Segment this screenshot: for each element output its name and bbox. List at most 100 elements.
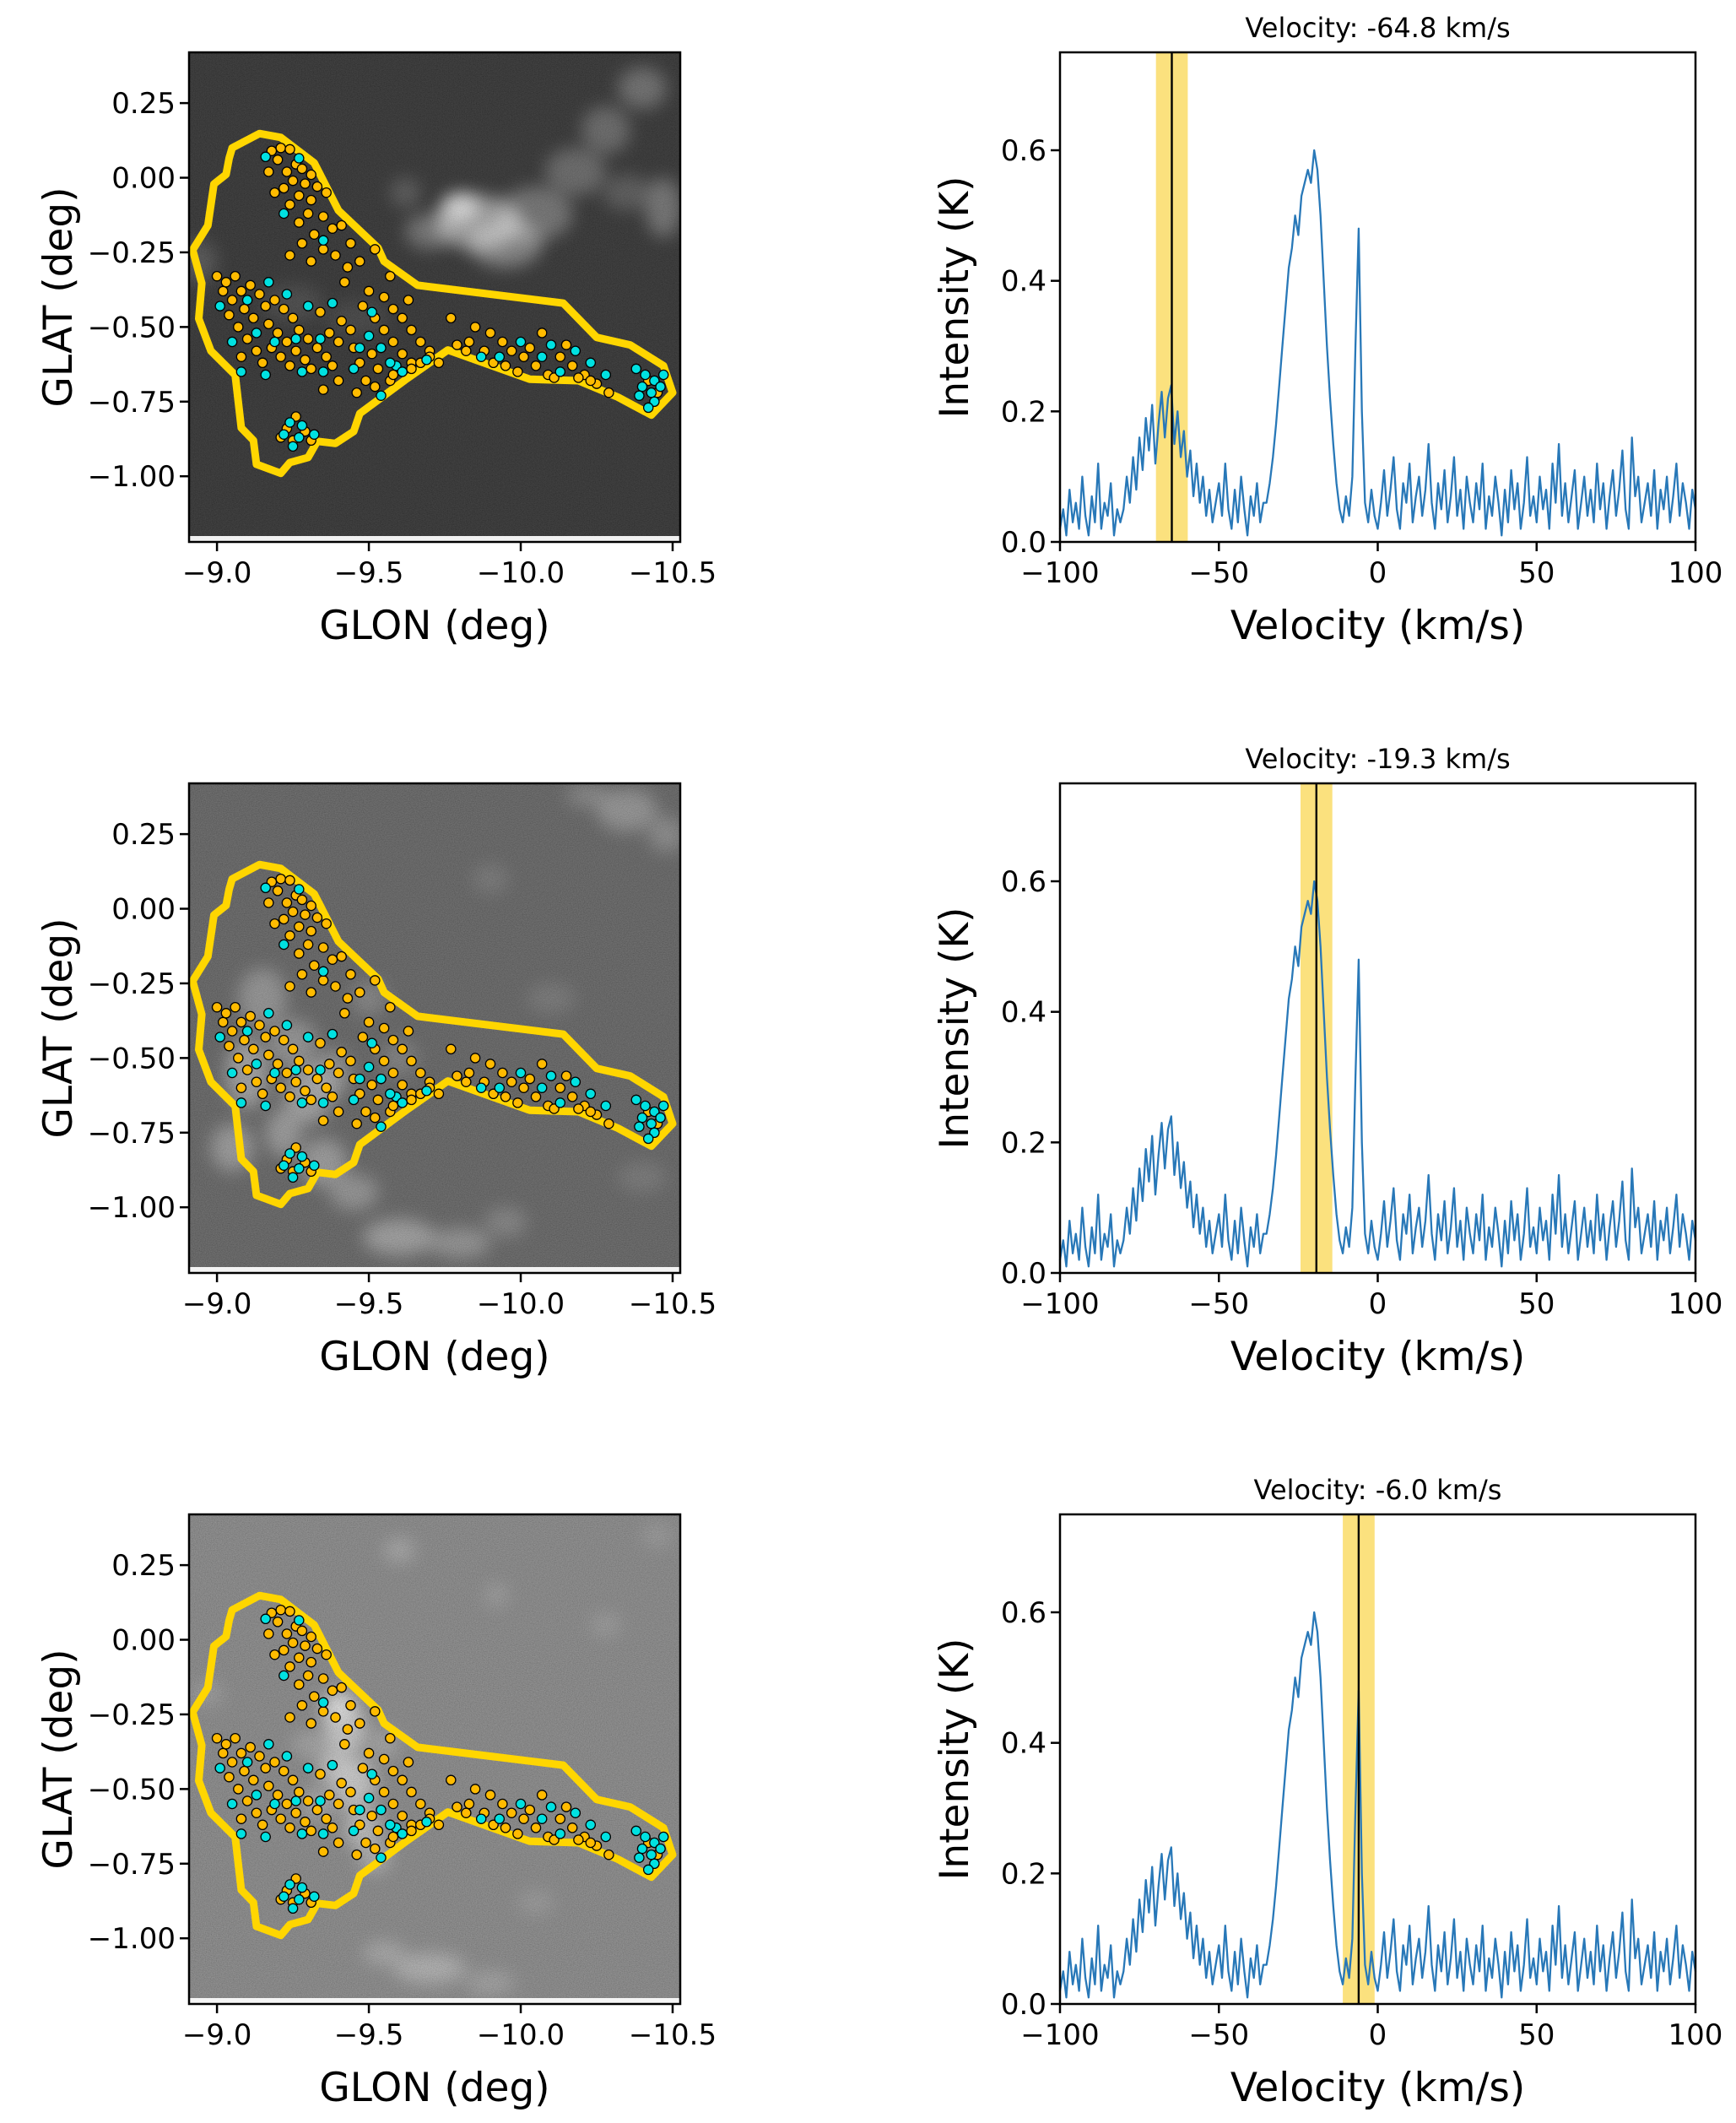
source-dot-orange (317, 1115, 329, 1126)
y-tick-label: −0.75 (88, 386, 176, 420)
source-dot-orange (403, 1026, 414, 1037)
source-dot-cyan (515, 336, 527, 348)
source-dot-cyan (570, 1076, 581, 1087)
source-dot-orange (235, 351, 247, 362)
source-dot-orange (342, 1724, 354, 1735)
source-dot-cyan (284, 1148, 295, 1159)
region-polygon (188, 860, 677, 1209)
source-dot-cyan (421, 355, 432, 366)
x-tick-label: 50 (1518, 556, 1555, 590)
source-dot-cyan (376, 1121, 387, 1132)
scatter-series-sources-orange (211, 1604, 663, 1909)
source-dot-orange (327, 954, 338, 965)
source-dot-orange (333, 1837, 344, 1849)
source-dot-orange (306, 1825, 316, 1837)
source-dot-cyan (570, 345, 581, 356)
source-dot-orange (275, 142, 286, 154)
source-dot-cyan (642, 1133, 654, 1145)
spectrum-y-axis-label: Intensity (K) (932, 1638, 978, 1880)
source-dot-orange (287, 1043, 299, 1055)
source-dot-orange (524, 342, 536, 354)
source-dot-orange (452, 339, 462, 350)
spectrum-title: Velocity: -64.8 km/s (1245, 12, 1510, 44)
source-dot-orange (317, 244, 329, 255)
source-dot-orange (506, 345, 517, 356)
source-dot-orange (294, 1055, 305, 1067)
source-dot-cyan (315, 333, 326, 344)
source-dot-orange (296, 1700, 308, 1711)
source-dot-orange (317, 211, 329, 222)
source-dot-orange (385, 1001, 396, 1013)
source-dot-orange (433, 1819, 445, 1831)
x-tick-label: −100 (1020, 556, 1099, 590)
map-panel-row1: −9.0 −9.5 −10.0 −10.5 0.25 0.00 −0.25 −0.50 −0.7… (35, 51, 717, 649)
source-dot-cyan (646, 1849, 657, 1860)
source-dot-orange (461, 1807, 472, 1818)
source-dot-orange (284, 1712, 295, 1723)
spectrum-panel-row2: −100 −50 0 50 100 0.0 0.2 0.4 0.6 Velocity (km/s)… (932, 743, 1722, 1380)
x-tick-label: 50 (1518, 2018, 1555, 2052)
source-dot-cyan (235, 1828, 247, 1839)
source-dot-cyan (655, 1112, 666, 1124)
source-dot-orange (339, 1008, 350, 1019)
spectrum-panel-row3: −100 −50 0 50 100 0.0 0.2 0.4 0.6 Velocity (km/s)… (932, 1474, 1722, 2111)
source-dot-cyan (281, 289, 293, 300)
source-dot-cyan (600, 1100, 612, 1112)
source-dot-orange (306, 194, 316, 206)
source-dot-orange (345, 969, 356, 980)
source-dot-orange (287, 1774, 299, 1786)
source-dot-orange (226, 295, 238, 306)
source-dot-orange (263, 166, 274, 177)
source-dot-orange (254, 1751, 265, 1762)
source-dot-orange (500, 360, 511, 371)
source-dot-orange (300, 1640, 311, 1651)
source-dot-cyan (366, 1768, 377, 1779)
source-dot-orange (351, 1849, 362, 1860)
y-tick-label: 0.4 (1001, 996, 1046, 1030)
source-dot-cyan (263, 277, 274, 288)
source-dot-cyan (385, 1819, 396, 1831)
source-dot-orange (284, 199, 295, 210)
source-dot-cyan (302, 301, 314, 311)
source-dot-orange (226, 1757, 238, 1768)
source-dot-cyan (642, 402, 654, 414)
source-dot-cyan (585, 357, 597, 369)
source-dot-orange (554, 351, 566, 362)
source-dot-cyan (494, 1082, 506, 1093)
source-dot-orange (370, 975, 381, 986)
source-dot-orange (218, 285, 229, 297)
source-dot-cyan (241, 295, 253, 306)
source-dot-cyan (475, 1813, 487, 1824)
source-dot-orange (233, 322, 244, 333)
source-dot-cyan (287, 1903, 299, 1914)
source-dot-orange (497, 1798, 508, 1810)
source-dot-orange (336, 316, 347, 327)
source-dot-orange (306, 256, 316, 267)
source-dot-orange (269, 295, 280, 306)
source-dot-orange (284, 1822, 295, 1833)
source-dot-cyan (376, 1804, 387, 1816)
source-dot-orange (248, 1774, 259, 1786)
source-dot-orange (603, 1118, 614, 1129)
map-panel-row3: −9.0 −9.5 −10.0 −10.5 0.25 0.00 −0.25 −0.50 −0.7… (35, 1513, 717, 2111)
source-dot-cyan (376, 1852, 387, 1863)
source-dot-cyan (260, 1100, 271, 1112)
source-dot-orange (406, 324, 417, 336)
source-dot-orange (311, 1073, 323, 1085)
source-dot-cyan (279, 939, 289, 950)
source-dot-orange (235, 1813, 247, 1824)
source-dot-orange (300, 909, 311, 920)
source-dot-cyan (317, 966, 329, 978)
source-dot-cyan (251, 1059, 262, 1070)
source-dot-orange (560, 339, 572, 350)
source-dot-orange (345, 1055, 356, 1067)
axis-frame (187, 782, 682, 1275)
source-dot-orange (317, 942, 329, 953)
source-dot-orange (220, 1008, 232, 1019)
source-dot-cyan (657, 1831, 669, 1843)
source-dot-orange (566, 360, 578, 371)
source-dot-orange (269, 1649, 280, 1660)
y-tick-label: 0.00 (111, 1624, 176, 1658)
source-dot-orange (220, 277, 232, 288)
source-dot-orange (363, 285, 375, 297)
